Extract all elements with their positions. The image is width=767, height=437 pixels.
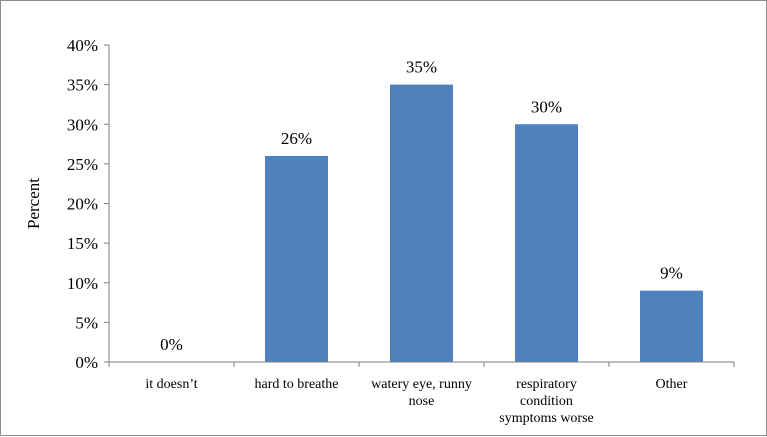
y-tick-label: 35% — [67, 76, 98, 95]
category-label: hard to breathe — [255, 377, 339, 392]
bar-value-label: 30% — [531, 97, 562, 116]
category-label: nose — [409, 394, 435, 409]
y-tick-label: 15% — [67, 234, 98, 253]
bar-value-label: 0% — [160, 335, 183, 354]
bar — [515, 124, 578, 362]
category-label: it doesn’t — [145, 377, 197, 392]
category-label: respiratory — [516, 377, 577, 392]
bars — [265, 84, 703, 362]
y-tick-label: 5% — [75, 313, 98, 332]
bar — [640, 290, 703, 362]
y-axis-ticks: 0% 5% 10% 15% 20% 25% 30% 35% 40% — [67, 36, 735, 372]
y-tick-label: 25% — [67, 155, 98, 174]
category-labels: it doesn’t hard to breathe watery eye, run… — [145, 377, 687, 426]
bar-value-label: 26% — [281, 129, 312, 148]
category-label: condition — [520, 394, 573, 409]
y-tick-label: 10% — [67, 274, 98, 293]
bar-value-label: 9% — [660, 264, 683, 283]
y-tick-label: 40% — [67, 36, 98, 55]
category-label: symptoms worse — [499, 411, 594, 426]
y-tick-label: 0% — [75, 353, 98, 372]
category-label: Other — [656, 377, 688, 392]
y-tick-label: 30% — [67, 115, 98, 134]
category-label: watery eye, runny — [371, 377, 472, 392]
y-axis-title: Percent — [24, 178, 43, 229]
bar — [265, 155, 328, 362]
data-labels: 0% 26% 35% 30% 9% — [160, 58, 683, 354]
bar — [390, 84, 453, 362]
y-tick-label: 20% — [67, 195, 98, 214]
bar-value-label: 35% — [406, 58, 437, 77]
